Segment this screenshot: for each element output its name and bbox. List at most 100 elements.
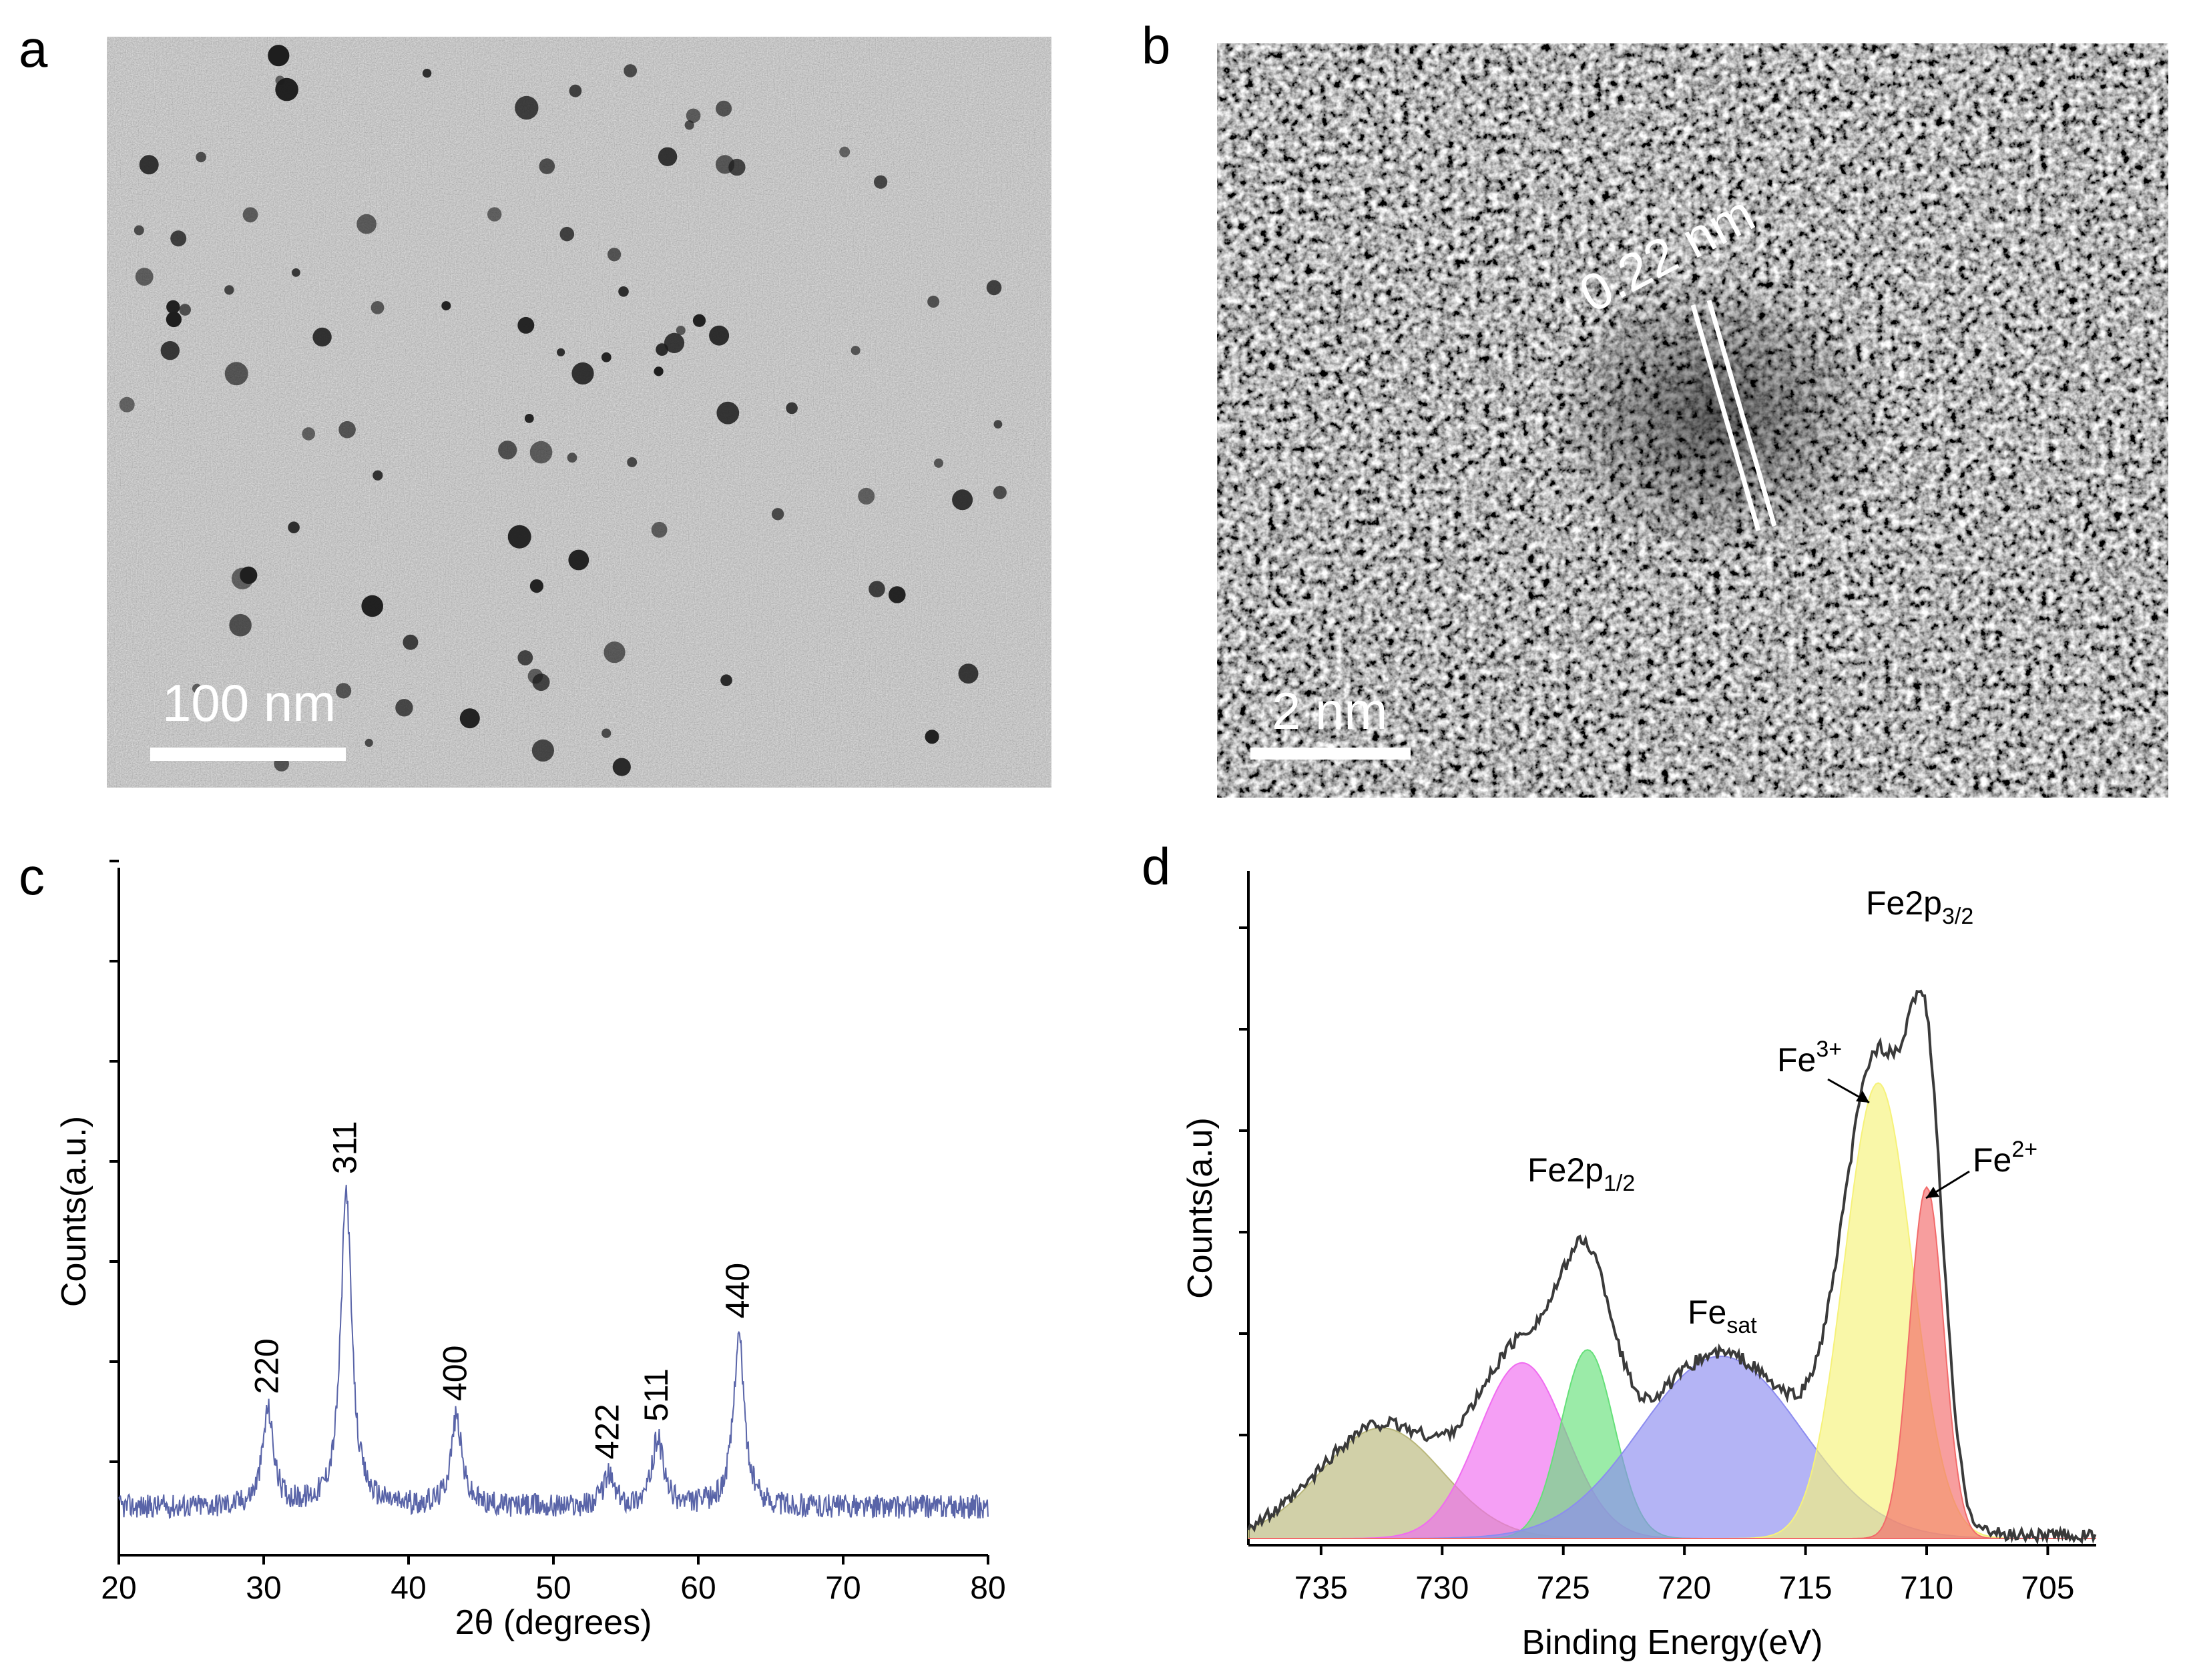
- nanoparticle: [612, 758, 631, 776]
- nanoparticle: [601, 352, 612, 362]
- nanoparticle: [288, 521, 300, 533]
- nanoparticle: [160, 341, 180, 360]
- nanoparticle: [338, 421, 356, 439]
- nanoparticle: [839, 146, 851, 158]
- nanoparticle: [371, 301, 385, 314]
- nanoparticle: [192, 683, 202, 693]
- nanoparticle: [292, 268, 300, 277]
- nanoparticle: [993, 420, 1003, 429]
- nanoparticle: [517, 316, 535, 334]
- nanoparticle: [196, 152, 206, 163]
- nanoparticle: [993, 485, 1007, 499]
- arrowhead-fe3plus: [1856, 1091, 1869, 1103]
- xps-y-ticks: [1239, 926, 1248, 1436]
- nanoparticle: [275, 75, 285, 85]
- nanoparticle: [559, 226, 575, 242]
- nanoparticle: [170, 230, 187, 247]
- xrd-x-tick-label: 20: [101, 1571, 136, 1606]
- nanoparticle: [531, 739, 555, 762]
- nanoparticle: [135, 268, 154, 286]
- panel-letter-a: a: [19, 19, 48, 78]
- nanoparticle: [771, 508, 784, 521]
- nanoparticle: [601, 728, 612, 738]
- xps-x-tick-label: 720: [1658, 1571, 1711, 1606]
- nanoparticle: [166, 311, 182, 328]
- nanoparticle: [692, 314, 706, 327]
- xps-x-tick-label: 715: [1779, 1571, 1833, 1606]
- panel-a: a 100 nm: [19, 19, 1051, 788]
- nanoparticle: [441, 301, 451, 311]
- xps-fit-peak: [1248, 1185, 2096, 1539]
- nanoparticle: [517, 650, 533, 665]
- nanoparticle: [709, 325, 730, 346]
- nanoparticle: [498, 441, 517, 460]
- nanoparticle: [224, 285, 234, 295]
- nanoparticle: [858, 487, 875, 505]
- nanoparticle: [676, 326, 686, 335]
- nanoparticle: [524, 414, 534, 423]
- nanoparticle: [179, 304, 192, 316]
- nanoparticle: [312, 327, 332, 347]
- xps-y-axis-label: Counts(a.u): [1181, 1117, 1220, 1299]
- nanoparticles: [119, 45, 1007, 776]
- nanoparticle: [874, 175, 888, 189]
- label-fe2plus: Fe2+: [1973, 1137, 2037, 1179]
- nanoparticle: [335, 683, 352, 699]
- nanoparticle: [507, 525, 531, 549]
- xrd-peak-label: 511: [638, 1368, 675, 1422]
- xps-fit-peaks: [1248, 1082, 2096, 1539]
- nanoparticle: [958, 663, 979, 684]
- xrd-x-tick-label: 50: [535, 1571, 571, 1606]
- xrd-y-axis-label: Counts(a.u.): [55, 1116, 93, 1307]
- xrd-chart: 20 30 40 50 60 70 80 220 311 400 422 511 440 2θ (de…: [55, 860, 1006, 1642]
- hrtem-image: [1217, 43, 2168, 798]
- nanoparticle: [268, 45, 290, 67]
- panel-letter-b: b: [1142, 16, 1170, 75]
- panel-c: c 20 30 40 50 60 70 80 220 311 400 422 511 440 2θ (…: [19, 847, 1006, 1642]
- nanoparticle: [654, 366, 664, 376]
- panel-letter-d: d: [1142, 837, 1170, 896]
- xrd-peak-label: 440: [719, 1263, 756, 1318]
- xrd-x-tick-label: 40: [391, 1571, 426, 1606]
- nanoparticle: [664, 332, 685, 353]
- xps-x-tick-label: 730: [1415, 1571, 1469, 1606]
- panel-d: d 735 730 725 720 715 710 705 Fe2p3/2 Fe2p1/2 …: [1142, 837, 2097, 1662]
- scale-bar-a: [150, 748, 346, 761]
- nanoparticle: [686, 108, 701, 123]
- nanoparticle: [240, 566, 258, 585]
- nanoparticle: [166, 300, 180, 314]
- nanoparticle: [869, 581, 885, 597]
- scale-bar-label-a: 100 nm: [162, 673, 336, 732]
- nanoparticle: [627, 457, 638, 467]
- xrd-peak-label: 422: [588, 1404, 626, 1459]
- nanoparticle: [224, 362, 248, 386]
- nanoparticle: [302, 427, 316, 441]
- label-fesat: Fesat: [1688, 1294, 1757, 1338]
- nanoparticle: [139, 155, 159, 175]
- xrd-peak-labels: 220 311 400 422 511 440: [248, 1121, 756, 1459]
- xps-chart: 735 730 725 720 715 710 705 Fe2p3/2 Fe2p1/2 Fe…: [1181, 871, 2097, 1662]
- label-fe2p12: Fe2p1/2: [1527, 1151, 1635, 1196]
- xps-x-tick-label: 705: [2021, 1571, 2074, 1606]
- nanoparticle: [539, 158, 555, 174]
- scale-bar-b: [1250, 748, 1411, 760]
- nanoparticle: [567, 453, 577, 463]
- xrd-peak-label: 220: [248, 1338, 286, 1394]
- nanoparticle: [529, 579, 544, 593]
- nanoparticle: [716, 401, 740, 425]
- xrd-y-ticks: [109, 860, 119, 1463]
- xrd-peak-label: 400: [437, 1346, 474, 1401]
- nanoparticle: [715, 155, 735, 174]
- nanoparticle: [373, 470, 383, 481]
- nanoparticle: [361, 595, 383, 617]
- xrd-peak-label: 311: [326, 1121, 364, 1174]
- nanoparticle: [986, 280, 1002, 296]
- nanoparticle: [716, 100, 732, 117]
- xrd-x-tick-label: 30: [246, 1571, 281, 1606]
- nanoparticle: [515, 95, 539, 120]
- nanoparticle: [651, 521, 668, 538]
- nanoparticle: [786, 402, 798, 414]
- nanoparticle: [134, 225, 144, 236]
- xps-x-tick-label: 710: [1900, 1571, 1953, 1606]
- nanoparticle: [529, 441, 553, 464]
